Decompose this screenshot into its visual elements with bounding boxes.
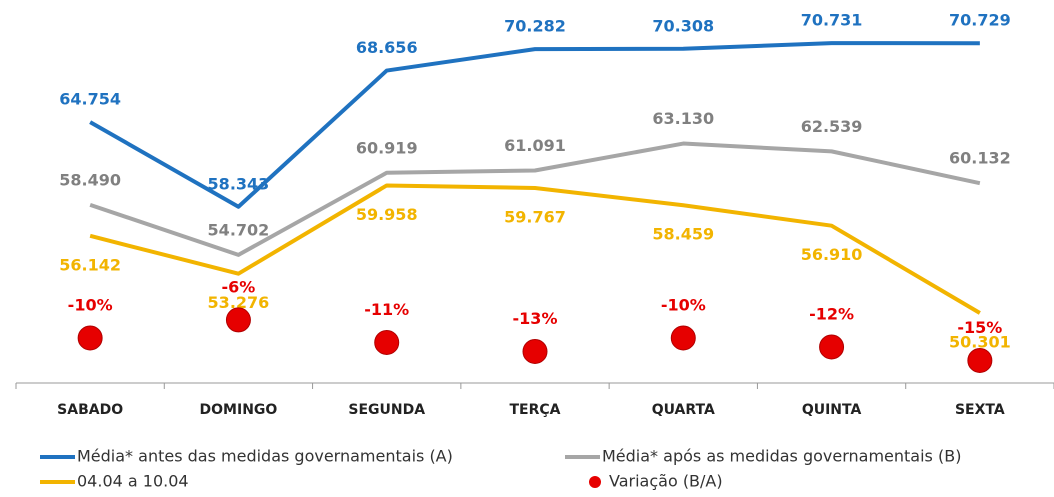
variation-dot bbox=[819, 334, 845, 360]
data-label: 70.731 bbox=[801, 11, 863, 30]
data-label: 50.301 bbox=[949, 332, 1011, 351]
data-label: 62.539 bbox=[801, 117, 863, 136]
data-label: 59.767 bbox=[504, 207, 566, 226]
data-label: -10% bbox=[68, 295, 113, 314]
data-label: 60.132 bbox=[949, 149, 1011, 168]
data-label: -11% bbox=[364, 300, 409, 319]
data-label: 56.142 bbox=[59, 255, 121, 274]
x-tick-label: QUARTA bbox=[652, 402, 715, 418]
series-line bbox=[89, 141, 981, 257]
variation-dot bbox=[374, 329, 400, 355]
data-label: 64.754 bbox=[59, 90, 121, 109]
x-tick-label: SEXTA bbox=[955, 402, 1005, 418]
variation-dot bbox=[225, 307, 251, 333]
legend-label: Média* após as medidas governamentais (B… bbox=[602, 447, 961, 466]
data-label: 56.910 bbox=[801, 245, 863, 264]
data-label: 70.729 bbox=[949, 11, 1011, 30]
data-label: -13% bbox=[513, 309, 558, 328]
x-tick-label: DOMINGO bbox=[200, 402, 278, 418]
data-label: 54.702 bbox=[208, 220, 270, 239]
variation-dot bbox=[522, 338, 548, 364]
x-tick-label: TERÇA bbox=[509, 402, 560, 418]
data-label: 70.282 bbox=[504, 17, 566, 36]
legend-label: Variação (B/A) bbox=[609, 472, 723, 491]
data-label: -10% bbox=[661, 295, 706, 314]
x-tick-label: QUINTA bbox=[802, 402, 862, 418]
variation-dot bbox=[967, 347, 993, 373]
data-label: 61.091 bbox=[504, 136, 566, 155]
data-label: 59.958 bbox=[356, 205, 418, 224]
data-label: 58.490 bbox=[59, 170, 121, 189]
x-tick-label: SABADO bbox=[57, 402, 123, 418]
data-label: 58.459 bbox=[652, 225, 714, 244]
data-label: 68.656 bbox=[356, 38, 418, 57]
data-label: -15% bbox=[957, 318, 1002, 337]
data-label: -6% bbox=[222, 277, 256, 296]
data-label: 58.343 bbox=[208, 174, 270, 193]
data-label: 53.276 bbox=[208, 293, 270, 312]
data-label: -12% bbox=[809, 304, 854, 323]
data-label: 60.919 bbox=[356, 138, 418, 157]
series-line bbox=[89, 183, 981, 315]
x-tick-label: SEGUNDA bbox=[348, 402, 425, 418]
variation-dot bbox=[670, 325, 696, 351]
legend-swatch bbox=[589, 476, 601, 488]
variation-dot bbox=[77, 325, 103, 351]
series-line bbox=[89, 41, 980, 209]
legend-label: 04.04 a 10.04 bbox=[77, 472, 189, 491]
legend-label: Média* antes das medidas governamentais … bbox=[77, 447, 453, 466]
data-label: 63.130 bbox=[652, 109, 714, 128]
data-label: 70.308 bbox=[652, 16, 714, 35]
